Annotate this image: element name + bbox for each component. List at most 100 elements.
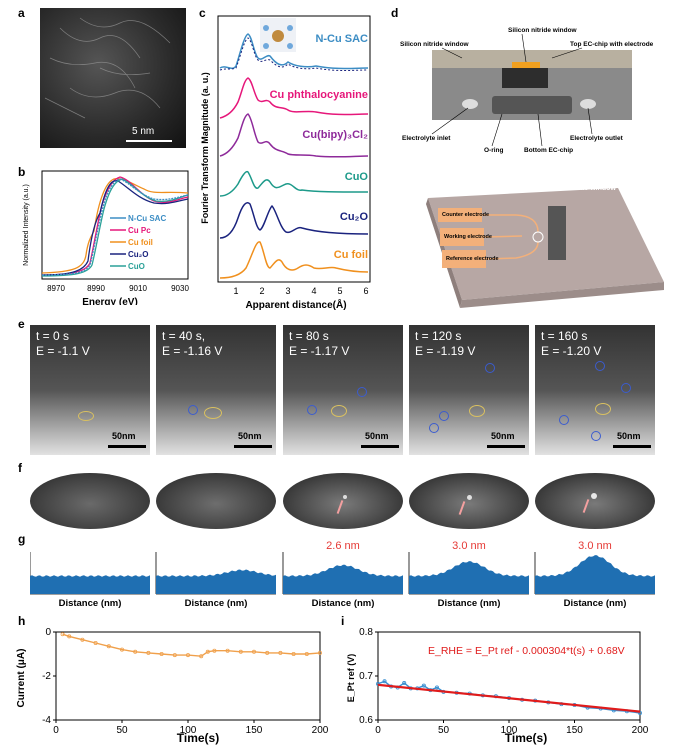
scalebar-label: 50nm [238,431,262,441]
data-point [133,649,138,654]
height-label-4: 3.0 nm [578,540,612,552]
scalebar-label: 5 nm [132,126,155,137]
panel-label-g: g [18,532,26,546]
working-electrode-pad [440,228,484,246]
exafs-label-cu-bipy: Cu(bipy)₃Cl₂ [302,129,368,141]
panel-label-c: c [199,6,206,20]
exafs-label-cu-foil: Cu foil [334,249,368,261]
data-point [120,647,125,652]
cell-cavity [502,68,548,88]
panel-label-f: f [18,461,22,475]
x-tick-label: 150 [566,725,583,736]
scalebar-label: 50nm [112,431,136,441]
micrograph-texture [44,17,171,119]
inset-cu-atom [272,30,284,42]
y-tick-label: -4 [42,715,51,726]
exafs-label-cu2o: Cu₂O [340,211,369,223]
particle-marker-blue [595,361,605,371]
current-chart: 0 50 100 150 200 0 -2 -4 Time(s) Current (μA) [16,627,329,745]
exafs-xtick-2: 3 [285,286,290,296]
callout-line [491,113,503,147]
frame-time: t = 120 s [415,329,462,343]
label-bottom-chip: Bottom EC-chip [524,147,573,154]
height-label-3: 3.0 nm [452,540,486,552]
zoom-ellipse-3 [409,473,529,529]
callout-line [537,113,543,147]
exafs-curve-cuo [219,170,369,197]
exafs-curve-cu2o [219,202,369,239]
legend-n-cu-sac: N-Cu SAC [128,214,166,223]
data-point [382,679,387,684]
frame-potential: E = -1.16 V [162,344,223,358]
x-tick-label: 50 [116,725,128,736]
chip-dark-strip [548,206,566,260]
data-point [80,637,85,642]
x-tick-label: 100 [501,725,518,736]
data-point [172,653,177,658]
profile-xlabel: Distance (nm) [563,598,627,609]
xanes-frame [41,170,189,280]
data-point [291,652,296,657]
x-tick-label: 200 [632,725,649,736]
exafs-xtick-4: 5 [337,286,342,296]
frame-potential: E = -1.19 V [415,344,476,358]
series-line [62,633,321,657]
tem-frame-0: t = 0 s E = -1.1 V 50nm [30,325,150,455]
y-tick-label: 0.6 [359,715,373,726]
particle-marker-blue [559,415,569,425]
zoom-ellipse-4 [535,473,655,529]
profile-xlabel: Distance (nm) [311,598,375,609]
particle-marker-blue [429,423,439,433]
arrow-indicator [336,500,344,514]
panel-label-e: e [18,317,25,331]
callout-line [551,47,583,59]
xanes-xtick-0: 8970 [47,284,65,293]
data-point [402,681,407,686]
scalebar [361,445,399,448]
haadf-micrograph: 5 nm [40,8,186,148]
exafs-xtick-1: 2 [259,286,264,296]
scalebar [234,445,272,448]
panel-label-d: d [391,6,399,20]
scalebar-label: 50nm [617,431,641,441]
particle-marker-blue [439,411,449,421]
potential-xlabel: Time(s) [505,731,547,745]
tem-frame-4: t = 160 s E = -1.20 V 50nm [535,325,655,455]
panel-label-a: a [18,6,25,20]
y-tick-label: 0.7 [359,671,373,682]
exafs-curve-n-cu-sac-fit [219,37,369,71]
ec-chip-edge-front [460,282,664,308]
potential-chart: 0 50 100 150 200 0.6 0.7 0.8 Time(s) E_Pt ref (… [346,627,649,745]
label-sin-window-left: Silicon nitride window [400,41,470,48]
particle-spot [467,495,472,500]
profile-area [409,561,529,594]
tem-frame-2: t = 80 s E = -1.17 V 50nm [283,325,403,455]
height-label-2: 2.6 nm [326,540,360,552]
callout-lines [431,33,593,147]
data-point [199,654,204,659]
inset-n-atom [263,43,269,49]
exafs-curve-n-cu-sac [219,33,369,70]
profile-area [283,564,403,594]
top-ec-chip [432,50,632,68]
particle-marker-blue [485,363,495,373]
particle-marker-yellow [78,411,94,421]
inset-n-atom [287,25,293,31]
exafs-curve-cu-foil [219,241,369,279]
exafs-xtick-0: 1 [233,286,238,296]
xanes-curve-cu2o [41,180,189,276]
scalebar-label: 50nm [365,431,389,441]
profile-area [535,555,655,594]
callout-line [431,107,469,135]
data-point [238,649,243,654]
profile-xlabel: Distance (nm) [58,598,122,609]
exafs-curve-cu-pc [219,77,369,119]
xanes-curve-cuo [41,178,189,277]
label-counter-electrode: Counter electrode [442,212,489,218]
exafs-label-cu-pc: Cu phthalocyanine [270,89,368,101]
data-point [159,652,164,657]
zoom-ellipse-2 [283,473,403,529]
particle-marker-yellow [331,405,347,417]
scalebar-label: 50nm [491,431,515,441]
data-point [304,652,309,657]
